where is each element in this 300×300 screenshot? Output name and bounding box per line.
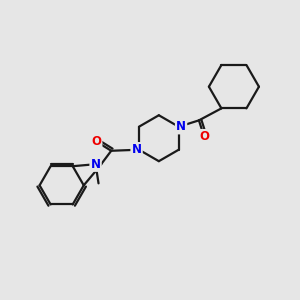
Text: O: O	[199, 130, 209, 143]
Text: N: N	[91, 158, 100, 171]
Text: O: O	[91, 135, 101, 148]
Text: N: N	[132, 143, 142, 156]
Text: N: N	[176, 120, 186, 133]
